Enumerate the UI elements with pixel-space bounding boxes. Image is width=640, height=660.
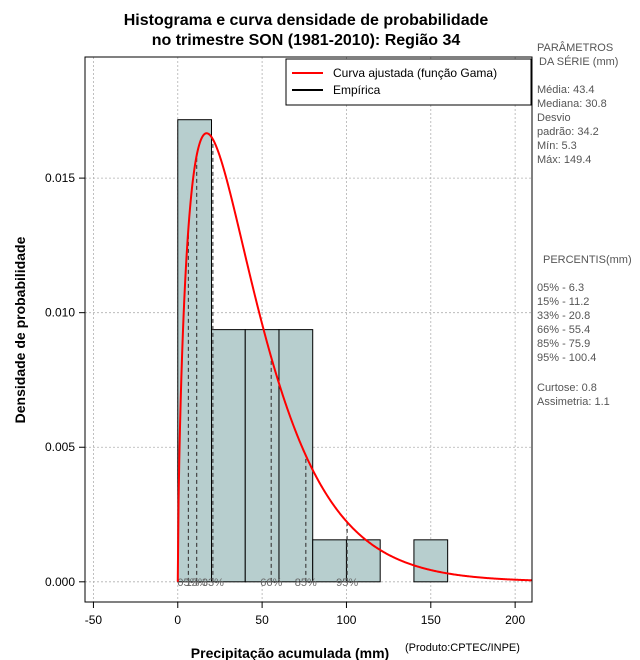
percentis-title: PERCENTIS(mm) bbox=[543, 254, 632, 266]
x-axis-label: Precipitação acumulada (mm) bbox=[191, 645, 389, 660]
chart-title-line-2: no trimestre SON (1981-2010): Região 34 bbox=[152, 32, 461, 49]
histogram-bar-3 bbox=[278, 329, 314, 583]
x-tick-label-3: 100 bbox=[336, 613, 356, 627]
x-tick-label-2: 50 bbox=[255, 613, 269, 627]
params-title-2: DA SÉRIE (mm) bbox=[539, 55, 618, 68]
histogram-bar-2 bbox=[244, 329, 280, 583]
percentile-label-3: 66% bbox=[260, 577, 282, 589]
percentil-95: 95% - 100.4 bbox=[537, 352, 596, 364]
percentile-label-1: 15% bbox=[186, 577, 208, 589]
percentil-15: 15% - 11.2 bbox=[537, 296, 589, 308]
histogram-bar-1 bbox=[211, 329, 246, 583]
x-tick-label-1: 0 bbox=[174, 613, 181, 627]
legend-label-empirical: Empírica bbox=[333, 83, 381, 97]
y-tick-label-3: 0.015 bbox=[45, 171, 75, 185]
y-axis-label: Densidade de probabilidade bbox=[12, 236, 28, 423]
x-tick-label-0: -50 bbox=[85, 613, 103, 627]
histogram-bar-7 bbox=[413, 539, 449, 583]
y-tick-label-2: 0.010 bbox=[45, 306, 75, 320]
percentil-33: 33% - 20.8 bbox=[537, 310, 590, 322]
credit-text: (Produto:CPTEC/INPE) bbox=[405, 642, 520, 654]
percentile-label-5: 95% bbox=[336, 577, 358, 589]
param-media: Média: 43.4 bbox=[537, 84, 594, 96]
param-mediana: Mediana: 30.8 bbox=[537, 98, 607, 110]
percentil-05: 05% - 6.3 bbox=[537, 282, 584, 294]
y-tick-label-0: 0.000 bbox=[45, 575, 75, 589]
histogram-bar-4 bbox=[312, 539, 347, 583]
chart-title-line-1: Histograma e curva densidade de probabil… bbox=[124, 12, 489, 29]
assimetria: Assimetria: 1.1 bbox=[537, 396, 610, 408]
percentil-66: 66% - 55.4 bbox=[537, 324, 590, 336]
histogram-bars bbox=[177, 119, 449, 583]
curtose: Curtose: 0.8 bbox=[537, 382, 597, 394]
percentile-markers: 05%15%33% 66% 85% 95% bbox=[177, 139, 358, 589]
legend-label-curve: Curva ajustada (função Gama) bbox=[333, 66, 497, 80]
param-max: Máx: 149.4 bbox=[537, 154, 591, 166]
axes: -50 0 50 100 150 200 0.000 0.005 0.010 0.015 bbox=[45, 171, 525, 627]
param-min: Mín: 5.3 bbox=[537, 140, 577, 152]
gamma-curve-layer bbox=[176, 132, 533, 582]
percentile-label-4: 85% bbox=[295, 577, 317, 589]
param-desvio-1: Desvio bbox=[537, 112, 571, 124]
histogram-bar-0 bbox=[177, 119, 213, 583]
params-title-1: PARÂMETROS bbox=[537, 41, 613, 54]
legend: Curva ajustada (função Gama) Empírica bbox=[285, 58, 532, 106]
legend-box bbox=[285, 58, 532, 106]
percentile-label-0: 05% bbox=[177, 577, 199, 589]
side-panel: PARÂMETROS DA SÉRIE (mm) Média: 43.4 Med… bbox=[537, 41, 632, 408]
x-tick-label-4: 150 bbox=[421, 613, 441, 627]
y-tick-label-1: 0.005 bbox=[45, 440, 75, 454]
x-tick-label-5: 200 bbox=[505, 613, 525, 627]
gamma-fit-curve bbox=[176, 132, 533, 582]
percentil-85: 85% - 75.9 bbox=[537, 338, 590, 350]
param-desvio-2: padrão: 34.2 bbox=[537, 126, 599, 138]
percentile-label-2: 33% bbox=[202, 577, 224, 589]
